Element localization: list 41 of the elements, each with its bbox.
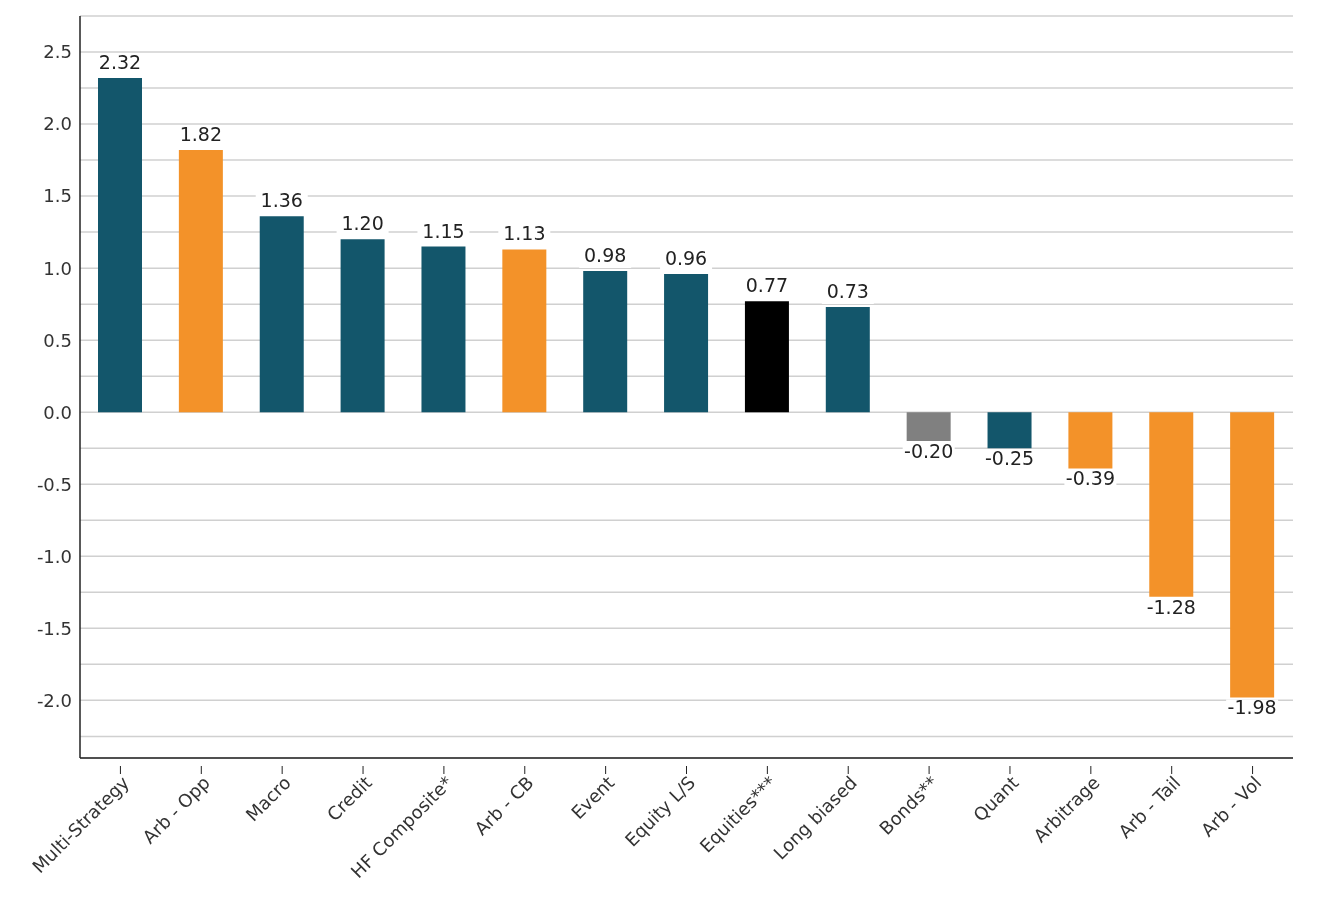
bar	[825, 307, 870, 413]
x-tick-label: Arb - CB	[470, 771, 538, 840]
bar	[1068, 412, 1113, 469]
bar	[421, 246, 466, 413]
y-tick-label: 1.0	[43, 257, 72, 279]
bar	[259, 216, 304, 413]
bar	[502, 249, 547, 413]
data-label: -0.20	[904, 440, 954, 463]
data-label: 0.73	[826, 280, 869, 303]
data-label: 2.32	[98, 50, 142, 73]
y-tick-label: -0.5	[36, 473, 72, 495]
data-label: 0.96	[664, 246, 708, 269]
data-label: 1.15	[422, 219, 465, 242]
bar	[583, 271, 628, 413]
y-tick-label: 2.5	[43, 41, 72, 63]
x-tick-label: Arb - Opp	[138, 771, 215, 848]
x-tick-label: Arb - Vol	[1196, 771, 1266, 841]
data-label: 1.82	[179, 122, 223, 145]
data-label: -1.28	[1146, 595, 1196, 618]
data-label: -0.39	[1065, 467, 1115, 490]
data-label: -1.98	[1227, 696, 1277, 719]
bar	[98, 77, 142, 413]
y-tick-label: -1.0	[36, 545, 72, 567]
data-label: 1.13	[503, 222, 546, 245]
bar	[178, 149, 223, 413]
bar	[744, 301, 789, 413]
data-label: -0.25	[984, 447, 1035, 470]
y-tick-label: 0.0	[43, 401, 72, 423]
y-tick-label: 1.5	[43, 185, 72, 207]
x-tick-label: Arb - Tail	[1114, 771, 1185, 842]
bar	[664, 273, 709, 413]
data-label: 1.20	[341, 212, 384, 235]
bar	[906, 412, 951, 442]
y-tick-label: 2.0	[43, 113, 72, 135]
data-label: 0.98	[584, 244, 627, 267]
data-label: 1.36	[260, 189, 303, 212]
y-tick-label: 0.5	[43, 329, 72, 351]
data-label: 0.77	[745, 274, 789, 297]
y-tick-label: -1.5	[36, 617, 72, 639]
bar	[340, 239, 385, 413]
y-tick-label: -2.0	[36, 689, 72, 711]
